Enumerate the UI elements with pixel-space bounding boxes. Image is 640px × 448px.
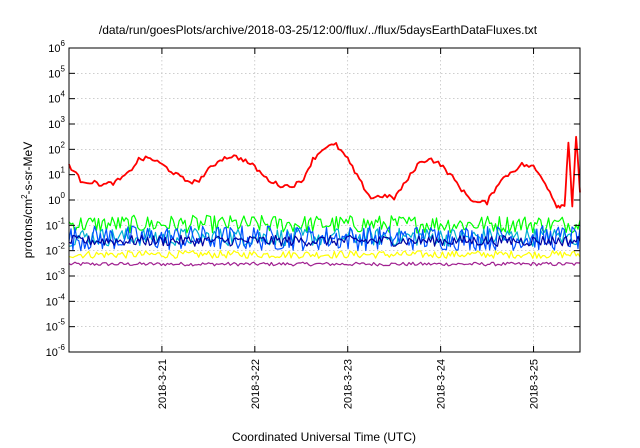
y-tick-base: 10 <box>46 271 58 283</box>
y-tick-exponent: 0 <box>61 191 66 200</box>
series-line <box>68 214 581 234</box>
y-tick-base: 10 <box>46 220 58 232</box>
y-tick-exponent: -5 <box>58 318 66 327</box>
y-tick-label: 100 <box>48 191 65 207</box>
y-tick-exponent: -2 <box>58 242 66 251</box>
y-tick-base: 10 <box>48 195 60 207</box>
y-tick-label: 102 <box>48 140 65 156</box>
y-tick-base: 10 <box>48 68 60 80</box>
y-tick-label: 103 <box>48 115 65 131</box>
y-tick-label: 106 <box>48 39 65 55</box>
series-line <box>68 261 581 267</box>
y-tick-exponent: 1 <box>61 166 66 175</box>
x-tick-label: 2018-3-23 <box>343 359 355 409</box>
y-tick-exponent: 5 <box>61 64 66 73</box>
series-line <box>68 225 581 252</box>
x-tick-label: 2018-3-22 <box>250 359 262 409</box>
y-tick-label: 10-6 <box>46 343 66 359</box>
y-axis-label-prefix: protons/cm <box>21 199 35 258</box>
y-tick-base: 10 <box>46 296 58 308</box>
y-axis-label: protons/cm2-s-sr-MeV <box>20 142 35 258</box>
y-tick-label: 10-2 <box>46 242 66 258</box>
y-tick-base: 10 <box>46 347 58 359</box>
y-tick-label: 105 <box>48 64 65 80</box>
y-tick-base: 10 <box>48 94 60 106</box>
y-tick-label: 10-3 <box>46 267 66 283</box>
y-tick-label: 10-1 <box>46 216 66 232</box>
x-axis-label: Coordinated Universal Time (UTC) <box>232 430 416 444</box>
y-axis-label-exp: 2 <box>20 194 29 199</box>
x-tick-label: 2018-3-21 <box>157 359 169 409</box>
x-tick-label: 2018-3-25 <box>529 359 541 409</box>
y-tick-exponent: -1 <box>58 216 66 225</box>
series-group <box>68 135 581 267</box>
y-tick-label: 104 <box>48 90 65 106</box>
y-tick-base: 10 <box>48 43 60 55</box>
y-tick-exponent: 2 <box>61 140 66 149</box>
series-line <box>68 135 581 209</box>
x-axis: 2018-3-21 2018-3-22 2018-3-23 2018-3-24 2018… <box>157 48 541 409</box>
y-tick-base: 10 <box>46 246 58 258</box>
y-tick-exponent: 3 <box>61 115 66 124</box>
y-tick-exponent: -4 <box>58 292 66 301</box>
grid <box>69 48 580 352</box>
y-tick-exponent: -3 <box>58 267 66 276</box>
y-tick-exponent: 4 <box>61 90 66 99</box>
y-tick-base: 10 <box>48 170 60 182</box>
y-tick-label: 101 <box>48 166 65 182</box>
y-tick-exponent: 6 <box>61 39 66 48</box>
y-tick-base: 10 <box>48 144 60 156</box>
series-line <box>68 234 581 247</box>
x-tick-label: 2018-3-24 <box>436 359 448 409</box>
y-axis-label-suffix: -s-sr-MeV <box>21 142 35 195</box>
y-tick-base: 10 <box>48 119 60 131</box>
y-tick-label: 10-5 <box>46 318 66 334</box>
y-axis: 10610510410310210110010-110-210-310-410-… <box>46 39 580 359</box>
series-line <box>68 250 581 259</box>
y-tick-base: 10 <box>46 322 58 334</box>
y-tick-exponent: -6 <box>58 343 66 352</box>
y-tick-label: 10-4 <box>46 292 66 308</box>
chart-title: /data/run/goesPlots/archive/2018-03-25/1… <box>99 23 538 37</box>
